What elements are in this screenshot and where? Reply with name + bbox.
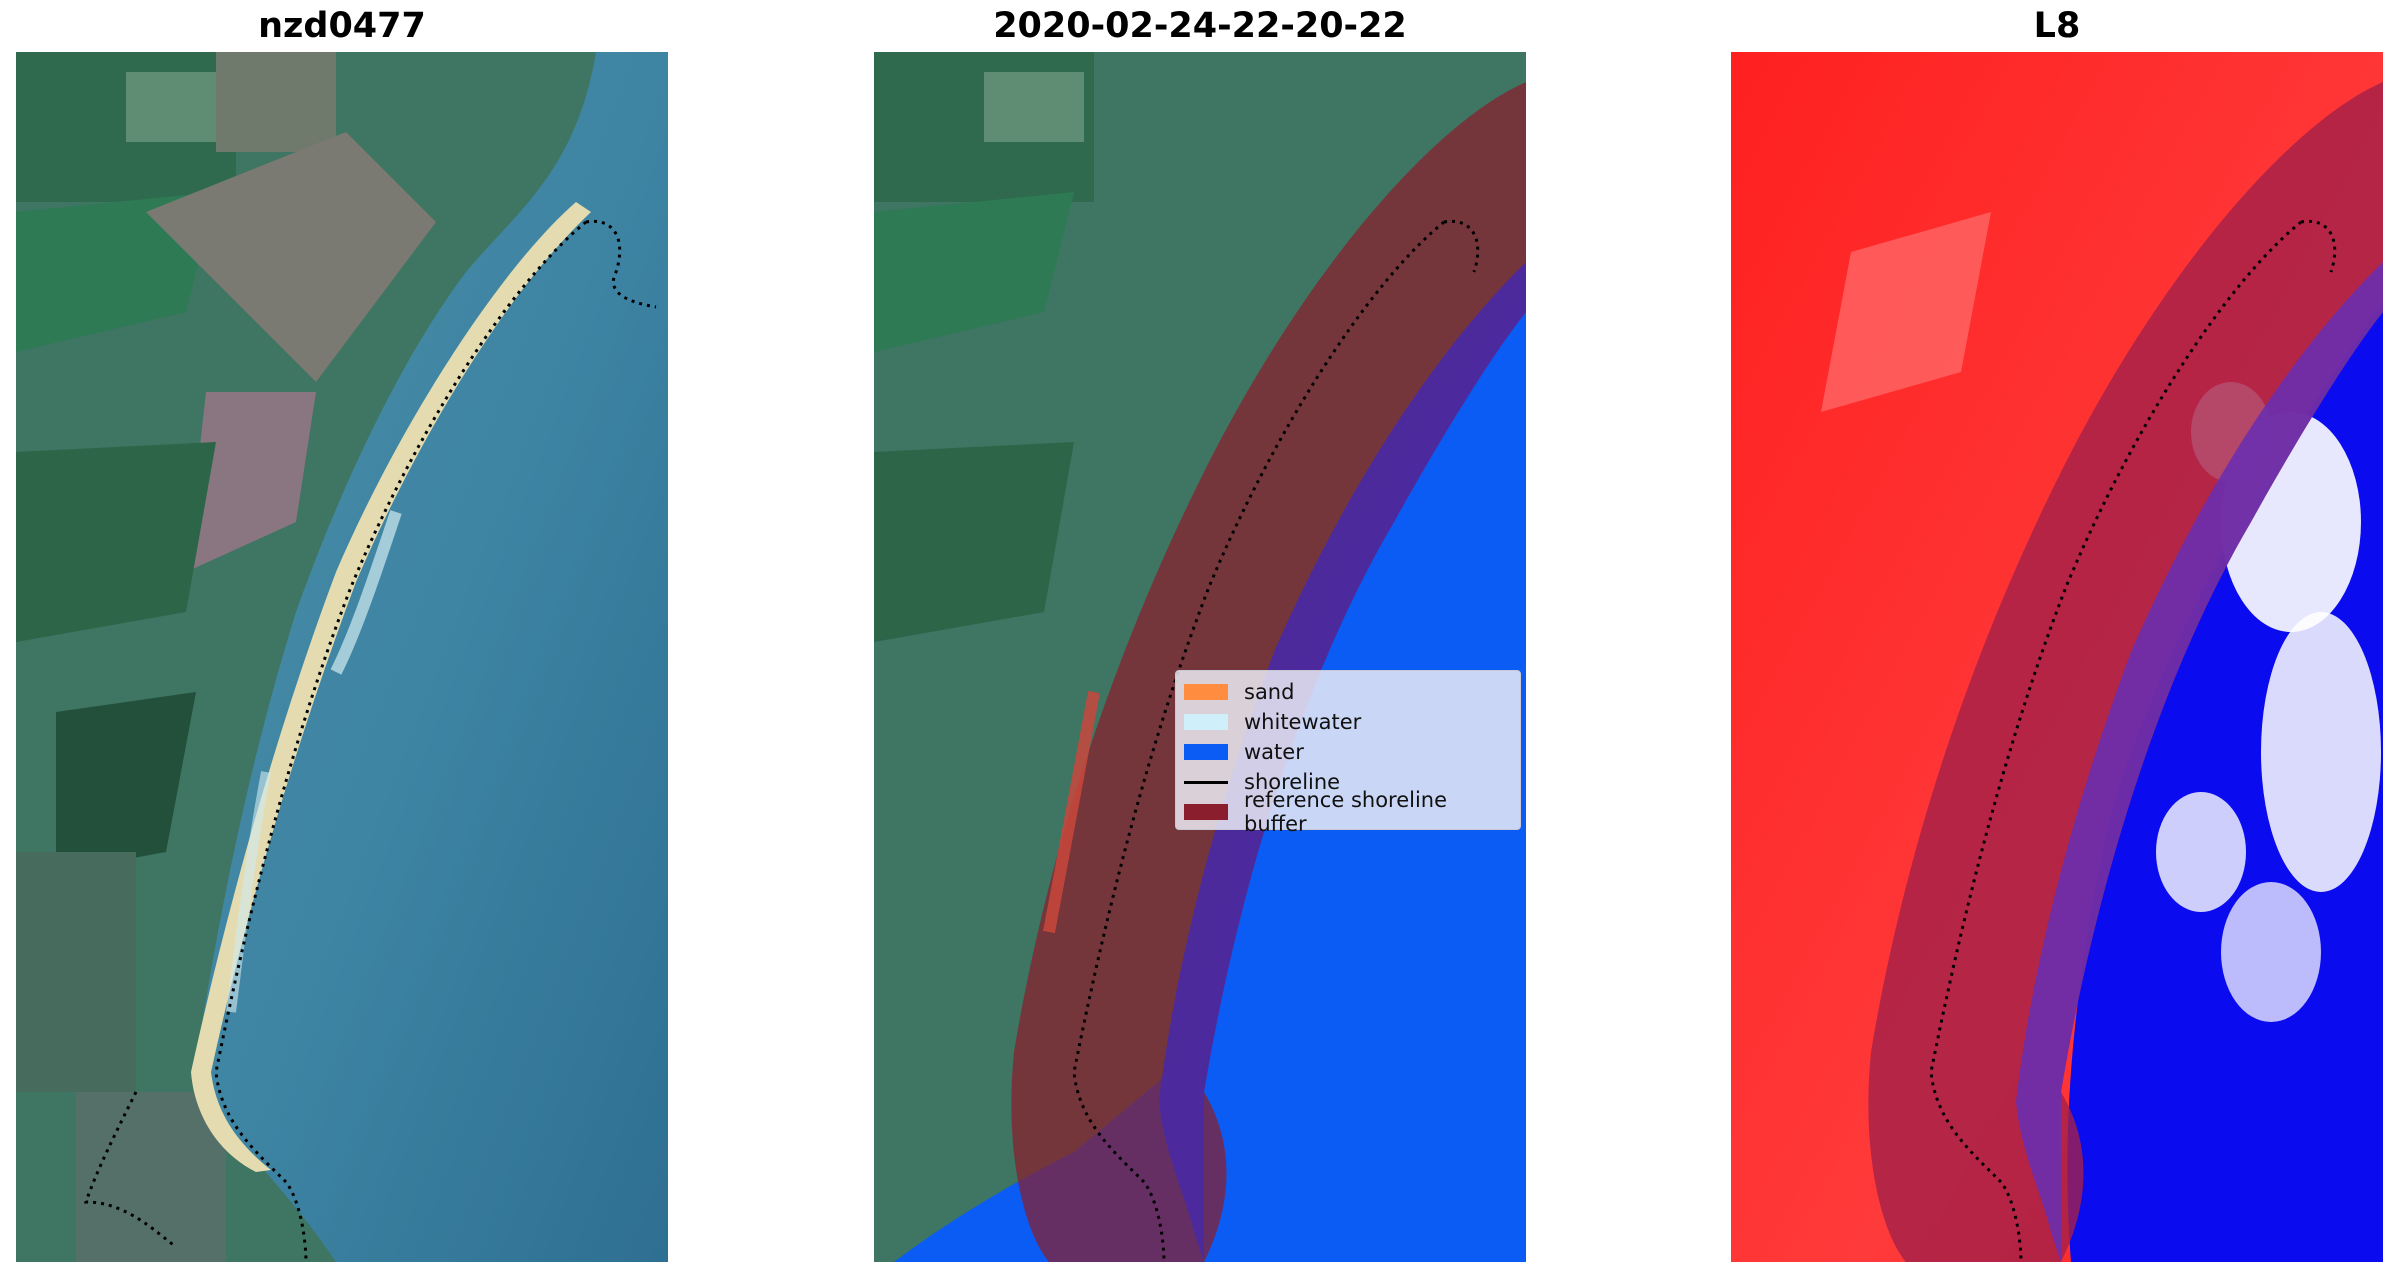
legend-item-whitewater: whitewater xyxy=(1184,707,1512,737)
index-image-panel xyxy=(1731,52,2383,1262)
legend-label-sand: sand xyxy=(1244,680,1295,704)
legend-label-whitewater: whitewater xyxy=(1244,710,1362,734)
whitewater-swatch xyxy=(1184,714,1228,730)
index-image xyxy=(1731,52,2383,1262)
classified-image-panel xyxy=(874,52,1526,1262)
legend-label-buffer: reference shoreline buffer xyxy=(1244,788,1448,836)
legend-label-water: water xyxy=(1244,740,1304,764)
shoreline-line-swatch xyxy=(1184,780,1228,784)
legend-item-buffer: reference shoreline buffer xyxy=(1184,788,1512,836)
panel-title-rgb: nzd0477 xyxy=(258,6,426,46)
classified-image xyxy=(874,52,1526,1262)
legend-label-shoreline: shoreline xyxy=(1244,770,1341,794)
panel-title-classified: 2020-02-24-22-20-22 xyxy=(993,6,1407,46)
rgb-image-panel xyxy=(16,52,668,1262)
shoreline-trace xyxy=(1929,220,2302,1262)
sand-class xyxy=(1043,690,1100,934)
sea-area xyxy=(196,52,668,1262)
rgb-satellite-image xyxy=(16,52,668,1262)
sand-swatch xyxy=(1184,684,1228,700)
shoreline-trace xyxy=(1072,220,1445,1262)
shoreline-trace xyxy=(214,220,587,1262)
water-swatch xyxy=(1184,744,1228,760)
legend-item-shoreline: shoreline xyxy=(1184,767,1512,797)
legend-item-water: water xyxy=(1184,737,1512,767)
legend: sand whitewater water shoreline referenc… xyxy=(1175,670,1521,836)
panel-title-index: L8 xyxy=(2033,6,2081,46)
legend-item-sand: sand xyxy=(1184,677,1512,707)
buffer-swatch xyxy=(1184,804,1228,820)
